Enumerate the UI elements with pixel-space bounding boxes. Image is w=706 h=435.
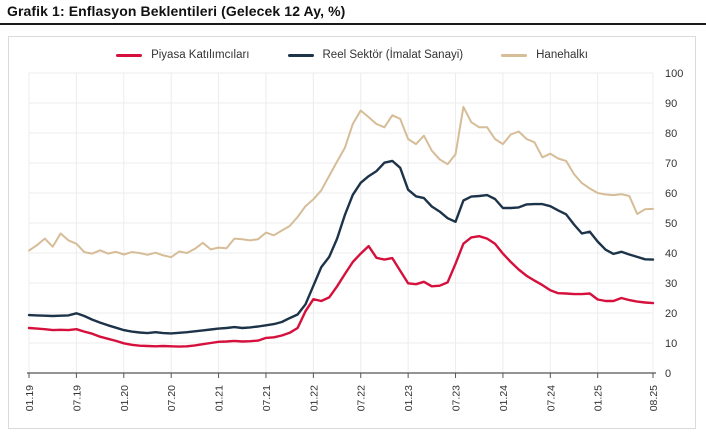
y-tick-label: 90	[665, 98, 677, 110]
legend-line-marker-tan	[501, 53, 528, 57]
y-tick-label: 10	[665, 338, 677, 350]
y-tick-label: 40	[665, 248, 677, 260]
y-tick-label: 80	[665, 128, 677, 140]
legend-item-hanehalki: Hanehalkı	[501, 49, 588, 61]
x-tick-label: 01.22	[308, 385, 320, 411]
y-tick-label: 50	[665, 218, 677, 230]
y-tick-label: 20	[665, 308, 677, 320]
y-tick-label: 100	[665, 69, 683, 80]
series-line-1	[27, 159, 655, 335]
x-tick-label: 07.23	[451, 385, 463, 411]
x-tick-label: 07.22	[356, 385, 368, 411]
legend-line-marker-red	[116, 53, 143, 57]
legend-item-reel-sektor: Reel Sektör (İmalat Sanayi)	[287, 49, 464, 61]
x-tick-label: 01.19	[24, 385, 36, 411]
legend-label: Reel Sektör (İmalat Sanayi)	[322, 49, 464, 61]
x-tick-label: 07.19	[71, 385, 83, 411]
series-line-2	[28, 105, 654, 259]
x-tick-label: 01.23	[403, 385, 415, 411]
series-line-0	[27, 234, 655, 348]
chart-card: Piyasa Katılımcıları Reel Sektör (İmalat…	[8, 36, 696, 429]
x-tick-label: 07.20	[166, 385, 178, 411]
legend-line-marker-navy	[287, 53, 314, 57]
legend-label: Piyasa Katılımcıları	[151, 49, 250, 61]
x-tick-label: 08.25	[648, 385, 660, 411]
y-tick-label: 70	[665, 158, 677, 170]
x-tick-label: 01.24	[498, 385, 510, 411]
x-tick-label: 07.24	[545, 385, 557, 411]
legend-label: Hanehalkı	[536, 49, 588, 61]
legend-item-piyasa: Piyasa Katılımcıları	[116, 49, 250, 61]
x-tick-label: 01.25	[593, 385, 605, 411]
x-tick-label: 01.20	[119, 385, 131, 411]
x-tick-label: 07.21	[261, 385, 273, 411]
page-title: Grafik 1: Enflasyon Beklentileri (Gelece…	[7, 3, 346, 19]
y-tick-label: 60	[665, 188, 677, 200]
title-underline-rule	[0, 23, 706, 25]
chart-legend: Piyasa Katılımcıları Reel Sektör (İmalat…	[9, 37, 695, 69]
x-tick-label: 01.21	[214, 385, 226, 411]
inflation-expectations-line-chart: 01.19 07.19 01.20 07.20 01.21 07.21 01.22 07.22…	[24, 68, 683, 411]
y-tick-label: 30	[665, 278, 677, 290]
y-tick-label: 0	[665, 368, 671, 380]
